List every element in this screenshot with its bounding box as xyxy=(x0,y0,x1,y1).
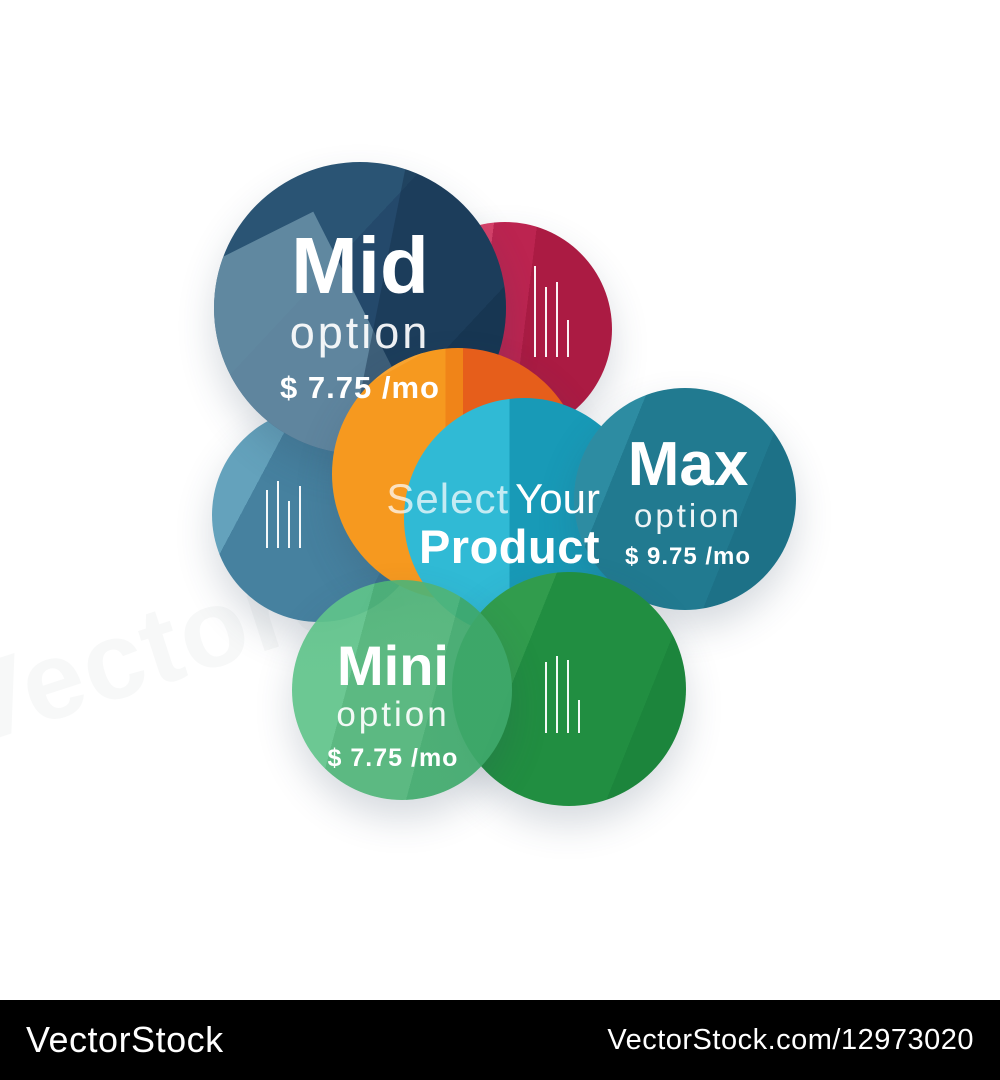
bar-chart-icon xyxy=(545,654,580,733)
vectorstock-logo-text: VectorStock xyxy=(26,1019,224,1060)
max-option-price: $ 9.75 /mo xyxy=(624,543,752,570)
bar-chart-icon xyxy=(534,266,569,357)
option-circle-mini[interactable] xyxy=(292,580,512,800)
mid-option-price: $ 7.75 /mo xyxy=(280,370,440,405)
mini-option-price: $ 7.75 /mo xyxy=(327,744,459,772)
headline-product: Product xyxy=(418,520,600,573)
mid-option-label-group: Mid option $ 7.75 /mo xyxy=(235,221,485,405)
max-option-subtitle: option xyxy=(634,497,742,534)
vectorstock-url-text: VectorStock.com/12973020 xyxy=(607,1023,974,1056)
headline-your: Your xyxy=(515,475,600,522)
watermark-bar: VectorStock VectorStock.com/12973020 xyxy=(0,1000,1000,1080)
option-circle-max[interactable] xyxy=(574,388,796,610)
bar-chart-icon xyxy=(266,478,301,548)
mini-option-subtitle: option xyxy=(336,695,450,734)
mini-option-label-group: Mini option $ 7.75 /mo xyxy=(288,638,498,771)
infographic-canvas: VectorStock Mid option $ 7.75 /mo Max op… xyxy=(0,0,1000,1000)
mid-option-subtitle: option xyxy=(289,307,431,358)
center-headline: Select Your Product xyxy=(355,475,600,573)
mini-option-title: Mini xyxy=(337,634,449,697)
headline-select: Select xyxy=(386,475,510,522)
mid-option-title: Mid xyxy=(291,221,429,310)
max-option-label-group: Max option $ 9.75 /mo xyxy=(588,434,788,569)
max-option-title: Max xyxy=(627,430,749,499)
